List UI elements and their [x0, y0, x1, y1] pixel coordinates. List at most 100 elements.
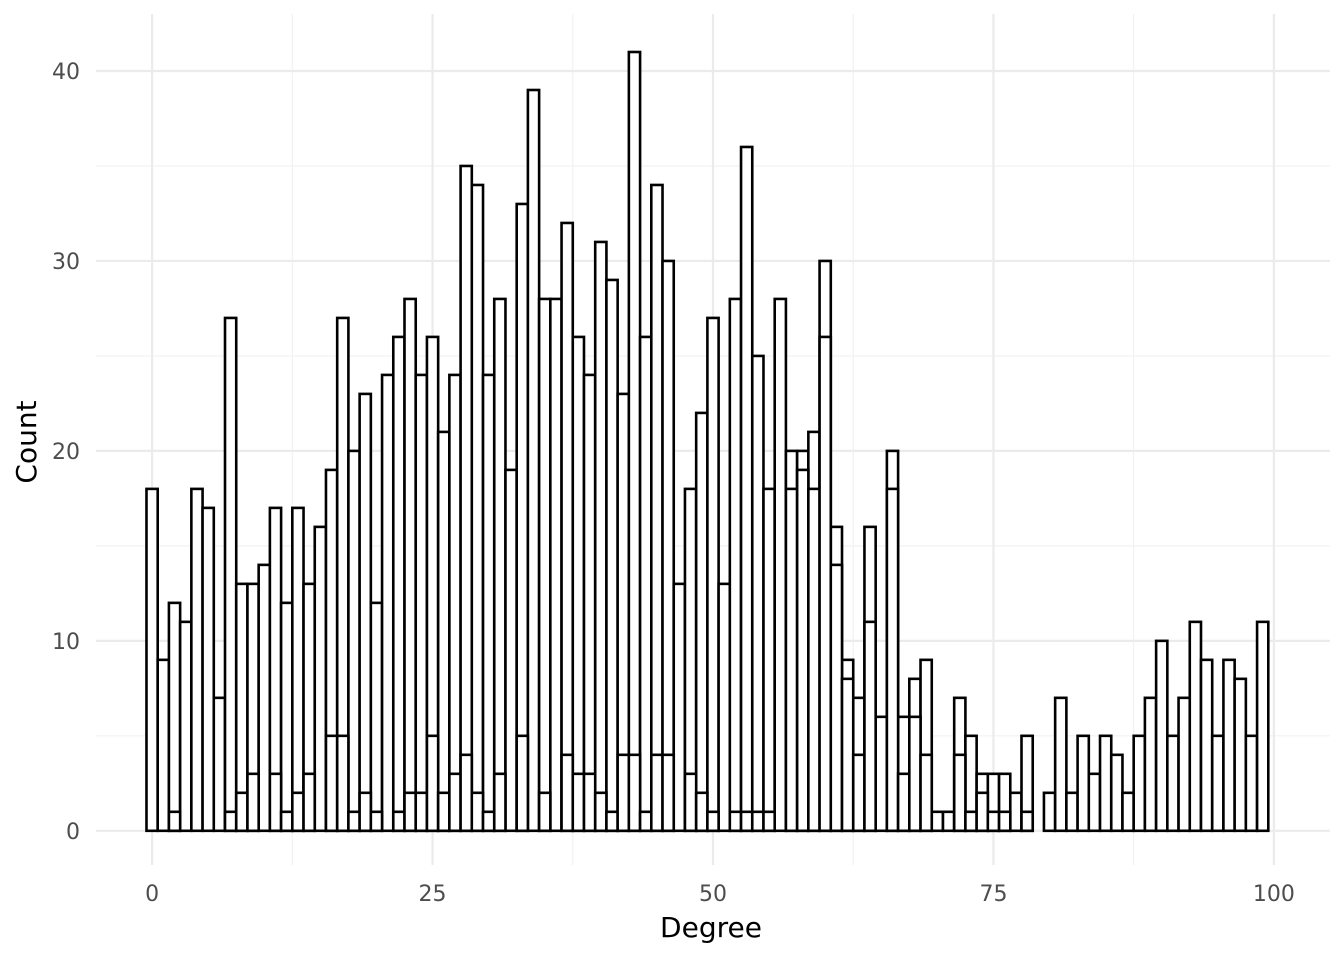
y-tick-label: 0: [66, 820, 80, 845]
histogram-bar: [627, 50, 642, 833]
histogram-bar: [223, 316, 238, 833]
histogram-bar: [279, 810, 294, 833]
histogram-bar: [470, 791, 485, 833]
histogram-bar: [324, 734, 339, 833]
histogram-bar: [414, 373, 429, 833]
histogram-bar: [268, 772, 283, 833]
histogram-bar: [784, 487, 799, 833]
histogram-bar: [694, 791, 709, 833]
histogram-bar: [908, 715, 922, 833]
histogram-bar: [515, 734, 530, 833]
histogram-bar: [930, 810, 945, 833]
histogram-bar: [178, 620, 193, 833]
histogram-bar: [145, 487, 159, 833]
histogram-bar: [492, 297, 507, 833]
histogram-bar: [167, 601, 182, 833]
y-tick-label: 10: [52, 630, 80, 655]
histogram-bar: [739, 810, 754, 833]
histogram-bar: [190, 487, 204, 833]
histogram-bar: [919, 753, 934, 833]
histogram-bar: [750, 810, 765, 833]
histogram-bar: [347, 449, 361, 833]
histogram-bar: [1020, 810, 1035, 833]
histogram-bar: [1244, 734, 1259, 833]
histogram-bar: [986, 810, 1001, 833]
histogram-bar: [1143, 696, 1158, 833]
histogram-bar: [762, 487, 776, 833]
histogram-bar: [358, 791, 373, 833]
histogram-bar: [403, 791, 418, 833]
histogram-bar: [661, 753, 676, 833]
histogram-bar: [313, 525, 328, 833]
histogram-bar: [1076, 734, 1091, 833]
histogram-bar: [425, 734, 440, 833]
y-tick-label: 30: [52, 250, 80, 275]
histogram-bar: [481, 810, 496, 833]
x-tick-label: 50: [699, 882, 727, 907]
histogram-bar: [807, 487, 821, 833]
histogram-bar: [605, 278, 619, 833]
histogram-bar: [795, 468, 810, 833]
histogram-bar: [582, 772, 597, 833]
histogram-bar: [706, 316, 720, 833]
histogram-bar: [246, 772, 260, 833]
histogram-bar: [593, 240, 608, 833]
x-tick-label: 0: [145, 882, 159, 907]
histogram-bar: [694, 411, 709, 833]
histogram-bar: [874, 715, 889, 833]
histogram-bar: [1053, 696, 1068, 833]
histogram-bar: [571, 772, 586, 833]
histogram-bar: [448, 772, 462, 833]
histogram-bar: [156, 658, 171, 833]
histogram-bar: [773, 297, 788, 833]
histogram-bar: [638, 335, 653, 833]
histogram-bar: [212, 696, 227, 833]
histogram-bar: [167, 810, 182, 833]
histogram-bar: [1065, 791, 1079, 833]
histogram-bar: [257, 563, 272, 833]
histogram-bar: [1233, 677, 1248, 833]
histogram-bar: [526, 88, 541, 833]
histogram-bar: [1121, 791, 1135, 833]
histogram-bar: [436, 430, 451, 833]
histogram-bar: [829, 563, 844, 833]
histogram-bar: [571, 335, 586, 833]
x-tick-label: 100: [1253, 882, 1295, 907]
histogram-bar: [537, 791, 552, 833]
histogram-bar: [717, 582, 732, 833]
histogram-bar: [706, 810, 720, 833]
histogram-bar: [201, 506, 216, 833]
histogram-bar: [492, 772, 507, 833]
histogram-bar: [1098, 734, 1113, 833]
histogram-bar: [1109, 753, 1124, 833]
y-tick-label: 40: [52, 60, 80, 85]
x-tick-label: 75: [979, 882, 1007, 907]
histogram-bar: [638, 810, 653, 833]
histogram-bar: [1199, 658, 1214, 833]
histogram-bar: [560, 753, 575, 833]
histogram-bar: [1087, 772, 1102, 833]
histogram-bar: [223, 810, 238, 833]
histogram-bar: [885, 487, 900, 833]
histogram-bar: [560, 221, 575, 833]
histogram-bar: [459, 753, 474, 833]
histogram-bar: [750, 354, 765, 833]
histogram-bar: [941, 810, 956, 833]
histogram-bar: [1222, 658, 1236, 833]
histogram-bar: [649, 183, 664, 833]
histogram-bar: [279, 601, 294, 833]
histogram-bar: [403, 297, 418, 833]
histogram-bar: [414, 791, 429, 833]
histogram-bar: [481, 373, 496, 833]
histogram-bar: [672, 582, 687, 833]
histogram-bar: [616, 753, 631, 833]
histogram-bar: [358, 392, 373, 833]
histogram-bar: [997, 810, 1012, 833]
histogram-bar: [1154, 639, 1169, 833]
histogram-bar: [1210, 734, 1225, 833]
histogram-bar: [391, 335, 406, 833]
histogram-bar: [627, 753, 642, 833]
histogram-bar: [335, 734, 350, 833]
histogram-bar: [1166, 734, 1180, 833]
